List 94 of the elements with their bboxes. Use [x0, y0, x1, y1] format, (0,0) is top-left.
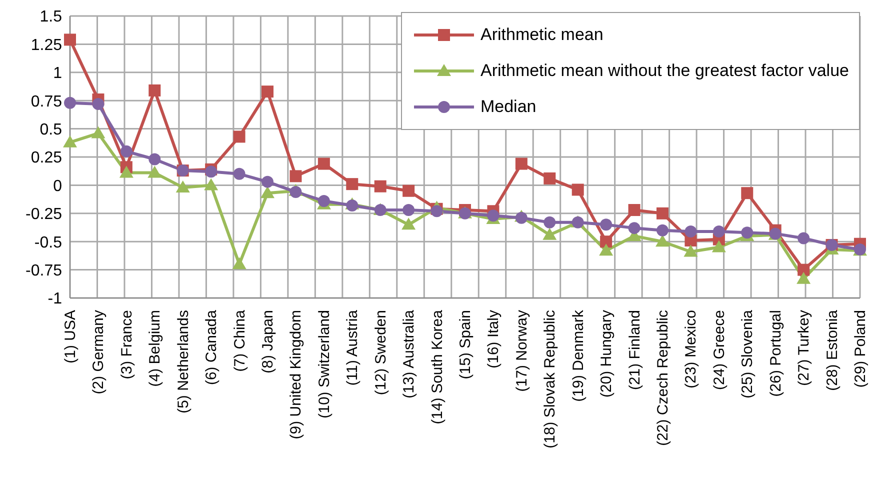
point [544, 216, 556, 228]
point [656, 207, 668, 220]
point [430, 205, 443, 218]
point [262, 86, 274, 98]
x-tick-label: (5) Netherlands [174, 310, 192, 414]
point [232, 257, 246, 270]
point [542, 228, 557, 240]
y-tick-label: 1.5 [40, 8, 62, 26]
x-tick-label: (11) Austria [344, 309, 362, 386]
point [205, 166, 218, 178]
x-tick-label: (19) Denmark [570, 310, 587, 402]
x-tick-label: (16) Italy [485, 310, 502, 368]
point [798, 264, 810, 276]
x-tick-label: (28) Estonia [824, 309, 841, 391]
point [600, 236, 612, 248]
x-tick-label: (23) Mexico [682, 310, 700, 388]
x-tick-label: (25) Slovenia [739, 309, 756, 398]
point [712, 225, 725, 238]
point [402, 204, 415, 216]
x-tick-label: (6) Canada [203, 309, 220, 386]
x-tick-label: (15) Spain [457, 310, 474, 380]
point [798, 232, 810, 244]
point [233, 130, 246, 143]
x-tick-label: (29) Poland [852, 310, 869, 388]
point [572, 184, 584, 196]
x-tick-label: (10) Switzerland [316, 310, 333, 418]
x-tick-label: (1) USA [62, 310, 79, 364]
point [63, 135, 77, 148]
point [148, 166, 162, 178]
y-tick-label: -0.25 [26, 206, 62, 224]
point [628, 222, 640, 234]
point [684, 244, 698, 257]
point [374, 180, 386, 192]
point [318, 158, 330, 170]
point [656, 234, 670, 247]
point [402, 218, 416, 230]
point [684, 225, 697, 238]
point [402, 184, 415, 197]
legend-label: Arithmetic mean without the greatest factor value [480, 61, 849, 81]
x-tick-label: (8) Japan [260, 310, 276, 374]
point [233, 168, 246, 180]
point [290, 170, 302, 182]
x-tick-label: (3) France [118, 310, 136, 380]
point [318, 194, 330, 207]
x-tick-label: (4) Belgium [146, 310, 164, 387]
point [119, 166, 134, 178]
y-tick-label: -0.5 [34, 234, 62, 252]
y-tick-label: 1 [53, 65, 62, 82]
point [260, 186, 274, 198]
x-tick-label: (22) Czech Republic [654, 310, 672, 446]
y-tick-label: 0.75 [30, 93, 62, 110]
point [628, 204, 640, 216]
y-tick-label: 1.25 [30, 36, 62, 54]
point [600, 218, 612, 231]
point [712, 240, 726, 252]
point [515, 158, 528, 170]
x-tick-label: (2) Germany [90, 310, 108, 394]
x-tick-label: (12) Sweden [372, 310, 390, 396]
y-tick-label: 0.25 [30, 150, 62, 167]
y-tick-label: -0.75 [26, 262, 62, 280]
point [544, 172, 556, 184]
x-tick-label: (18) Slovak Republic [542, 310, 559, 448]
point [176, 180, 190, 192]
x-tick-label: (20) Hungary [598, 310, 616, 398]
point [91, 126, 106, 138]
y-tick-label: 0.5 [40, 121, 62, 138]
point [346, 178, 358, 190]
point [92, 98, 104, 110]
point [796, 272, 811, 284]
x-tick-label: (21) Finland [626, 310, 644, 390]
point [346, 200, 358, 212]
y-tick-label: -1 [48, 290, 62, 308]
point [204, 178, 218, 190]
legend-label: Arithmetic mean [480, 25, 604, 45]
legend-label: Median [480, 97, 536, 117]
x-tick-label: (9) United Kingdom [288, 310, 305, 440]
point [64, 96, 76, 109]
point [599, 244, 614, 256]
point [120, 145, 132, 158]
x-tick-label: (27) Turkey [796, 310, 813, 386]
point [148, 84, 161, 96]
x-tick-label: (13) Australia [400, 309, 418, 398]
x-tick-label: (17) Norway [513, 310, 530, 392]
point [741, 187, 754, 200]
point [487, 210, 500, 222]
x-tick-label: (14) South Korea [428, 309, 446, 424]
x-tick-label: (26) Portugal [767, 310, 784, 397]
point [262, 176, 274, 188]
x-tick-label: (24) Greece [710, 310, 728, 390]
y-tick-label: 0 [53, 178, 62, 195]
point [656, 224, 668, 236]
point [148, 153, 161, 166]
x-tick-label: (7) China [231, 309, 248, 372]
point [64, 34, 76, 46]
